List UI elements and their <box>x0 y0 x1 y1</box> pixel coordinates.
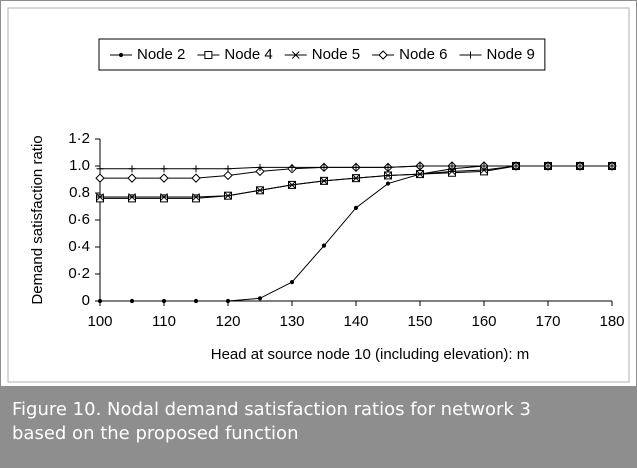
legend-label: Node 4 <box>224 46 272 63</box>
point <box>127 173 137 183</box>
caption-band <box>0 386 637 468</box>
point <box>384 163 392 171</box>
point <box>321 243 327 248</box>
legend-label: Node 9 <box>487 46 535 63</box>
x-tick-label: 130 <box>279 313 304 330</box>
point <box>192 194 200 203</box>
point <box>224 165 232 173</box>
point <box>608 162 616 170</box>
y-tick-label: 1·2 <box>68 130 90 147</box>
legend-label: Node 6 <box>399 46 447 63</box>
point <box>160 193 168 201</box>
legend-label: Node 5 <box>312 46 360 63</box>
point <box>191 173 201 183</box>
point <box>352 163 360 171</box>
point <box>289 280 295 285</box>
point <box>291 51 300 59</box>
point <box>416 170 424 178</box>
point <box>467 51 474 59</box>
x-axis-label: Head at source node 10 (including elevat… <box>211 346 530 363</box>
point <box>255 166 265 177</box>
point <box>95 173 105 183</box>
point <box>288 181 296 189</box>
x-tick-label: 150 <box>407 313 432 330</box>
point <box>352 174 360 183</box>
point <box>320 163 328 171</box>
legend-label: Node 2 <box>137 46 185 63</box>
point <box>257 296 263 301</box>
point <box>225 298 231 304</box>
y-tick-label: 0·6 <box>68 211 90 228</box>
point <box>204 51 213 59</box>
y-tick-label: 0·2 <box>68 265 90 282</box>
point <box>160 165 168 173</box>
point <box>160 194 168 203</box>
y-tick-label: 0 <box>82 292 90 309</box>
y-tick-label: 1.0 <box>69 157 90 174</box>
point <box>288 163 296 171</box>
point <box>480 162 488 170</box>
point <box>128 194 136 203</box>
point <box>378 50 388 60</box>
point <box>512 162 520 170</box>
x-tick-label: 100 <box>87 313 112 330</box>
point <box>448 167 456 176</box>
point <box>96 193 104 201</box>
point <box>544 162 552 170</box>
point <box>96 165 104 173</box>
point <box>224 191 232 200</box>
point <box>448 162 456 170</box>
point <box>256 163 264 171</box>
point <box>193 298 199 304</box>
point <box>159 173 169 183</box>
y-tick-label: 0.8 <box>69 184 90 201</box>
point <box>129 298 135 304</box>
point <box>96 194 104 203</box>
point <box>192 193 200 201</box>
caption: Figure 10. Nodal demand satisfaction rat… <box>12 399 531 444</box>
y-tick-label: 0·4 <box>68 238 90 255</box>
point <box>256 186 264 195</box>
point <box>223 170 233 181</box>
point <box>97 298 103 304</box>
x-tick-label: 170 <box>535 313 560 330</box>
point <box>385 181 391 186</box>
point <box>128 193 136 201</box>
point <box>384 171 392 180</box>
x-tick-label: 110 <box>152 313 176 330</box>
point <box>416 162 424 170</box>
point <box>320 176 328 185</box>
point <box>192 165 200 173</box>
x-tick-label: 180 <box>599 313 624 330</box>
x-tick-label: 160 <box>471 313 496 330</box>
y-axis-label: Demand satisfaction ratio <box>29 135 46 304</box>
point <box>353 205 359 210</box>
x-tick-label: 120 <box>215 313 240 330</box>
point <box>118 52 124 58</box>
point <box>576 162 584 170</box>
point <box>128 165 136 173</box>
point <box>161 298 167 304</box>
x-tick-label: 140 <box>343 313 368 330</box>
